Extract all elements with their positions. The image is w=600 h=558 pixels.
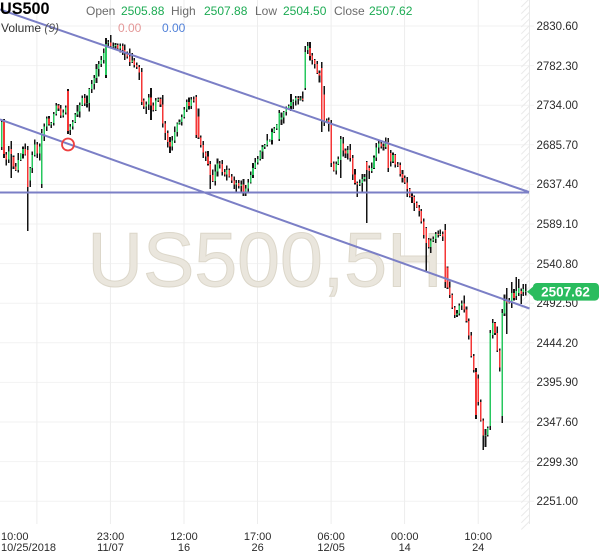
svg-text:24: 24	[472, 542, 484, 554]
svg-text:US500,5H: US500,5H	[87, 218, 442, 304]
svg-text:Volume (9): Volume (9)	[1, 21, 59, 35]
svg-text:2507.88: 2507.88	[204, 4, 248, 18]
svg-text:High: High	[171, 4, 196, 18]
svg-text:10:00: 10:00	[1, 531, 29, 543]
svg-text:2504.50: 2504.50	[283, 4, 327, 18]
svg-text:2347.60: 2347.60	[537, 417, 579, 429]
svg-text:2395.90: 2395.90	[537, 377, 579, 389]
svg-text:06:00: 06:00	[317, 531, 345, 543]
svg-text:US500: US500	[0, 0, 50, 18]
svg-text:10:00: 10:00	[464, 531, 492, 543]
svg-text:2830.60: 2830.60	[537, 21, 579, 33]
svg-text:2637.40: 2637.40	[537, 179, 579, 191]
svg-text:10/25/2018: 10/25/2018	[1, 542, 56, 554]
svg-text:26: 26	[251, 542, 263, 554]
svg-text:2505.88: 2505.88	[121, 4, 165, 18]
svg-text:2540.80: 2540.80	[537, 259, 579, 271]
svg-text:12/05: 12/05	[317, 542, 345, 554]
svg-text:2251.00: 2251.00	[537, 496, 579, 508]
svg-text:Close: Close	[334, 4, 365, 18]
svg-text:Low: Low	[255, 4, 277, 18]
svg-text:0.00: 0.00	[118, 21, 142, 35]
svg-text:14: 14	[399, 542, 411, 554]
svg-text:17:00: 17:00	[244, 531, 272, 543]
svg-text:2492.50: 2492.50	[537, 298, 579, 310]
svg-text:12:00: 12:00	[170, 531, 198, 543]
svg-text:11/07: 11/07	[97, 542, 124, 554]
svg-text:23:00: 23:00	[97, 531, 125, 543]
svg-text:2507.62: 2507.62	[369, 4, 413, 18]
svg-text:2444.20: 2444.20	[537, 338, 579, 350]
svg-text:2782.30: 2782.30	[537, 61, 579, 73]
svg-text:2685.70: 2685.70	[537, 140, 579, 152]
svg-text:Open: Open	[86, 4, 115, 18]
svg-text:00:00: 00:00	[391, 531, 419, 543]
svg-text:2507.62: 2507.62	[541, 285, 590, 300]
svg-text:2589.10: 2589.10	[537, 219, 579, 231]
svg-text:2734.00: 2734.00	[537, 100, 579, 112]
svg-text:2299.30: 2299.30	[537, 457, 579, 469]
svg-text:16: 16	[178, 542, 190, 554]
svg-text:0.00: 0.00	[162, 21, 186, 35]
